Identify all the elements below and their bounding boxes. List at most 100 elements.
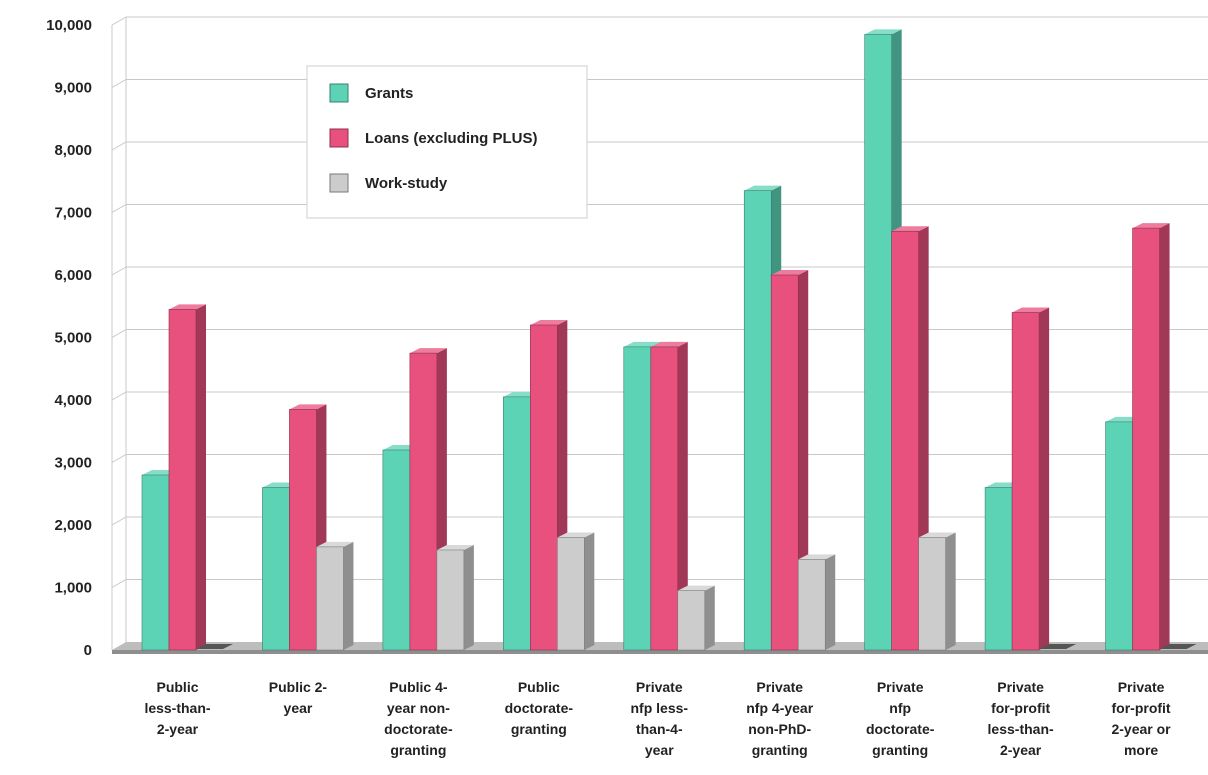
bar-front xyxy=(891,231,919,650)
bar-outline xyxy=(918,537,946,651)
legend-label: Grants xyxy=(365,85,413,102)
bar-loans-excluding-plus xyxy=(1011,307,1050,651)
bar-side xyxy=(798,270,809,650)
bar-zero xyxy=(1159,644,1197,649)
gridline-side xyxy=(111,454,127,463)
bar-loans-excluding-plus xyxy=(770,270,809,651)
y-tick-label: 4,000 xyxy=(54,392,92,409)
gridline-side xyxy=(111,516,127,526)
bar-outline xyxy=(557,537,585,651)
gridline-side xyxy=(111,204,127,213)
bar-front xyxy=(650,346,678,650)
y-tick-label: 6,000 xyxy=(54,267,92,284)
gridline-side xyxy=(111,79,127,88)
x-category-label: Private nfp less-than-4-year xyxy=(630,679,688,758)
bar-top xyxy=(1132,223,1170,229)
bar-front xyxy=(436,550,464,650)
x-category-label: Public 2-year xyxy=(269,679,328,716)
bar-front xyxy=(316,546,344,650)
y-tick-label: 10,000 xyxy=(46,17,92,34)
bar-top xyxy=(744,185,782,191)
bar-zero xyxy=(1039,644,1077,649)
y-tick-label: 7,000 xyxy=(54,205,92,222)
bar-front xyxy=(798,559,826,650)
bar-loans-excluding-plus xyxy=(1132,223,1170,651)
bar-front xyxy=(1012,312,1040,650)
x-category-label: Private nfp 4-year non-PhD-granting xyxy=(746,679,813,758)
y-tick-label: 5,000 xyxy=(54,330,92,347)
y-tick-label: 8,000 xyxy=(54,142,92,159)
bars xyxy=(141,29,1197,651)
bar-top xyxy=(918,532,956,538)
bar-outline xyxy=(289,409,317,651)
bar-side xyxy=(825,554,836,650)
bar-work-study xyxy=(557,532,595,651)
bar-top xyxy=(409,348,447,354)
bar-front xyxy=(409,353,437,650)
gridline-side xyxy=(111,391,127,401)
bar-top xyxy=(289,404,327,410)
bar-top xyxy=(557,532,595,538)
bar-side xyxy=(704,585,715,650)
bar-side xyxy=(343,541,354,650)
x-category-label: Public 4-year non-doctorate-granting xyxy=(384,679,453,758)
bar-front xyxy=(530,325,558,650)
bar-work-study xyxy=(196,644,233,649)
bar-outline xyxy=(1132,227,1160,651)
y-axis-ticks: 0 1,000 2,000 3,000 4,000 5,000 6,000 7,000 8,00… xyxy=(46,17,92,659)
bar-front xyxy=(142,475,169,650)
bar-front xyxy=(677,590,705,650)
bar-outline xyxy=(770,274,799,651)
bar-side xyxy=(584,532,595,650)
bar-outline xyxy=(168,309,197,651)
bar-front xyxy=(169,309,196,650)
x-category-label: Private for-profit less-than-2-year xyxy=(988,679,1054,758)
bar-top xyxy=(650,341,688,347)
gridline-side xyxy=(111,266,127,276)
bar-front xyxy=(557,537,585,650)
legend-label: Work-study xyxy=(365,175,448,192)
bar-work-study xyxy=(1039,644,1077,649)
bar-side xyxy=(196,304,206,650)
bar-top xyxy=(530,320,568,325)
x-category-label: Public less-than-2-year xyxy=(144,679,210,737)
x-category-label: Private for-profit 2-year or more xyxy=(1111,679,1171,758)
bar-loans-excluding-plus xyxy=(650,341,688,651)
bar-front xyxy=(503,396,531,650)
bar-outline xyxy=(1011,312,1040,651)
bar-top xyxy=(169,304,206,310)
y-tick-label: 1,000 xyxy=(54,580,92,597)
bar-outline xyxy=(677,590,706,651)
bar-top xyxy=(864,29,902,35)
x-category-label: Private nfp doctorate-granting xyxy=(866,679,935,758)
bar-top xyxy=(436,545,474,550)
legend-swatch xyxy=(329,173,349,193)
x-axis-categories: Public less-than-2-year Public 2-year Publi… xyxy=(144,679,1171,758)
bar-top xyxy=(1012,307,1050,313)
bar-top xyxy=(771,270,809,275)
legend-swatch xyxy=(329,128,349,148)
bar-side xyxy=(945,532,956,650)
bar-side xyxy=(463,545,474,650)
bar-front xyxy=(1132,228,1160,650)
legend-label: Loans (excluding PLUS) xyxy=(365,130,538,147)
bar-side xyxy=(1039,307,1050,650)
bar-front xyxy=(1105,421,1133,650)
gridline-side xyxy=(111,141,127,151)
legend-box xyxy=(306,65,588,219)
bar-front xyxy=(771,275,799,650)
bar-work-study xyxy=(316,541,354,651)
bar-outline xyxy=(316,546,344,651)
bar-work-study xyxy=(677,585,715,651)
bar-top xyxy=(677,585,715,591)
y-tick-label: 9,000 xyxy=(54,80,92,97)
bar-front xyxy=(623,346,651,650)
bar-outline xyxy=(650,346,679,651)
bar-work-study xyxy=(918,532,956,651)
y-tick-label: 0 xyxy=(84,642,92,659)
bar-front xyxy=(985,487,1013,650)
gridline-side xyxy=(111,329,127,338)
bar-front xyxy=(382,450,410,650)
bar-top xyxy=(798,554,836,560)
